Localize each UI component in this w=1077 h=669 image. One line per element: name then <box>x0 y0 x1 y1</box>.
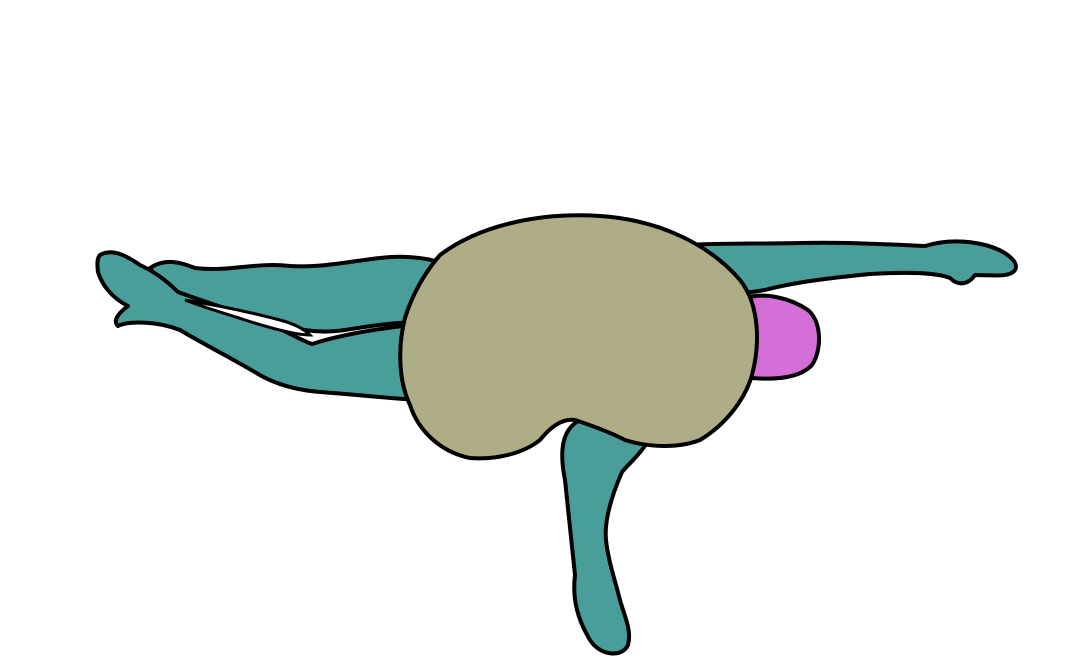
hanging-arm <box>560 418 654 656</box>
head-cap <box>743 293 822 381</box>
leg-gap <box>184 298 314 337</box>
extended-arm <box>688 239 1018 302</box>
lower-leg <box>95 250 420 402</box>
torso <box>398 213 759 461</box>
